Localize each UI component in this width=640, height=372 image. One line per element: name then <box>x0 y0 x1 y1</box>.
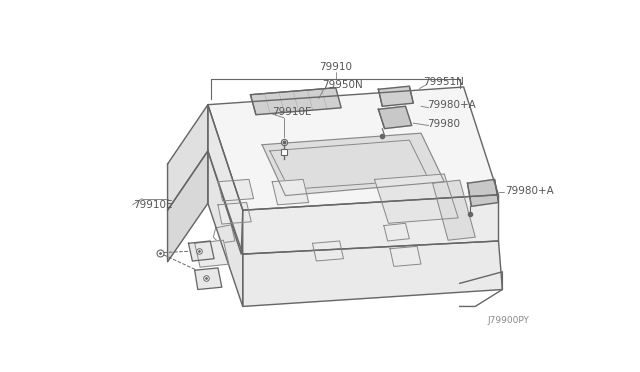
Polygon shape <box>467 179 499 206</box>
Polygon shape <box>312 241 344 261</box>
Polygon shape <box>218 202 252 224</box>
Polygon shape <box>374 174 458 223</box>
Polygon shape <box>384 223 410 241</box>
Polygon shape <box>168 151 208 262</box>
Polygon shape <box>390 246 421 266</box>
Polygon shape <box>208 151 243 307</box>
Polygon shape <box>195 268 222 289</box>
Polygon shape <box>433 180 476 240</box>
Text: 79980: 79980 <box>428 119 460 129</box>
Text: 79910E: 79910E <box>272 108 312 118</box>
Polygon shape <box>195 240 229 267</box>
Polygon shape <box>168 105 208 210</box>
Polygon shape <box>189 241 214 261</box>
Text: 79950N: 79950N <box>322 80 362 90</box>
Text: 79910E: 79910E <box>132 200 172 210</box>
Polygon shape <box>208 87 499 210</box>
Polygon shape <box>378 86 413 106</box>
Text: 79980+A: 79980+A <box>428 100 476 110</box>
Polygon shape <box>250 88 341 115</box>
Polygon shape <box>243 195 499 254</box>
Text: 79951N: 79951N <box>423 77 464 87</box>
Text: 79910: 79910 <box>319 62 352 71</box>
Polygon shape <box>272 179 308 205</box>
Polygon shape <box>218 179 253 201</box>
Polygon shape <box>243 241 502 307</box>
Polygon shape <box>208 105 243 254</box>
Text: 79980+A: 79980+A <box>505 186 554 196</box>
Text: J79900PY: J79900PY <box>488 316 529 325</box>
Polygon shape <box>262 133 444 196</box>
Polygon shape <box>378 106 412 129</box>
